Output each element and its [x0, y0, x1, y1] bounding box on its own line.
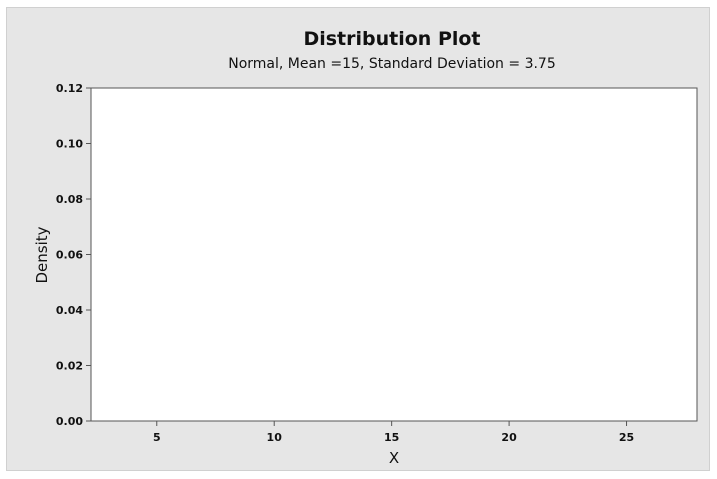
chart-title: Distribution Plot: [303, 28, 480, 50]
y-tick-label: 0.04: [56, 304, 83, 317]
y-tick-label: 0.02: [56, 360, 83, 373]
y-tick-label: 0.10: [56, 138, 83, 151]
x-tick-label: 20: [501, 431, 517, 444]
y-tick-label: 0.08: [56, 193, 83, 206]
x-axis-label: X: [389, 449, 399, 467]
x-tick-label: 15: [384, 431, 399, 444]
plot-area: [90, 87, 698, 422]
y-tick-label: 0.06: [56, 249, 83, 262]
chart-subtitle: Normal, Mean =15, Standard Deviation = 3…: [228, 56, 556, 72]
y-tick-label: 0.12: [56, 82, 83, 95]
x-tick-label: 10: [267, 431, 283, 444]
y-axis-label: Density: [33, 226, 51, 283]
x-axis: 5 10 15 20 25: [153, 421, 634, 444]
distribution-chart: Distribution Plot Normal, Mean =15, Stan…: [33, 28, 698, 467]
x-tick-label: 25: [619, 431, 634, 444]
x-tick-label: 5: [153, 431, 161, 444]
chart-figure: Distribution Plot Normal, Mean =15, Stan…: [6, 7, 710, 471]
y-tick-label: 0.00: [56, 415, 83, 428]
y-axis: 0.00 0.02 0.04 0.06 0.08 0.10 0.12: [56, 82, 91, 428]
